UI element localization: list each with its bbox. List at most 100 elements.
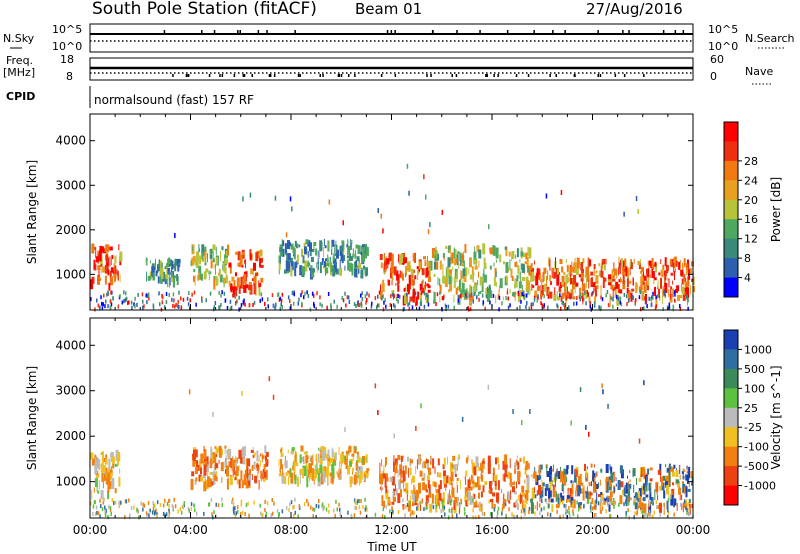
nsearch-bottom-tick: 10^0	[708, 40, 738, 53]
velocity-colorbar-segment	[724, 466, 738, 486]
power-colorbar-segment	[724, 180, 738, 201]
power-colorbar-frame	[723, 121, 739, 298]
nsearch-label: N.Search	[745, 32, 795, 45]
velocity-near-range-echoes	[90, 376, 694, 520]
velocity-colorbar-segment	[724, 446, 738, 467]
velocity-colorbar-tick-label: 1000	[744, 343, 772, 356]
power-colorbar-segment	[724, 277, 738, 298]
velocity-colorbar-tick-label: -25	[744, 421, 762, 434]
power-y-axis-title: Slant Range [km]	[25, 160, 39, 264]
power-near-range-echoes	[90, 163, 689, 312]
power-colorbar-title: Power [dB]	[769, 177, 783, 242]
cpid-label: CPID	[6, 90, 35, 103]
power-colorbar-segment	[724, 199, 738, 220]
velocity-colorbar-tick-label: -500	[744, 460, 769, 473]
power-echoes	[90, 163, 695, 312]
nsky-bottom-tick: 10^0	[52, 40, 82, 53]
x-tick-label: 04:00	[173, 523, 208, 537]
velocity-colorbar-tick-label: -1000	[744, 480, 776, 493]
velocity-echo-region-1	[190, 445, 269, 492]
power-colorbar-tick-label: 20	[744, 194, 758, 207]
velocity-colorbar-segment	[724, 330, 738, 350]
velocity-colorbar-title: Velocity [m s^-1]	[769, 365, 783, 469]
freq-bottom-tick: 8	[66, 70, 73, 83]
velocity-colorbar-segment	[724, 388, 738, 409]
power-colorbar-segment	[724, 219, 738, 240]
velocity-echo-region-0	[90, 449, 121, 500]
power-echo-region-1	[145, 257, 181, 288]
power-colorbar-segment	[724, 160, 738, 181]
velocity-y-axis-title: Slant Range [km]	[25, 366, 39, 470]
power-panel: 1000 2000 3000 4000 Slant Range [km] 4 8 12 16 20…	[25, 113, 783, 312]
power-echo-region-4	[278, 238, 369, 280]
nave-top-tick: 60	[710, 53, 724, 66]
velocity-y-tick-label: 4000	[55, 338, 86, 352]
velocity-colorbar-tick-label: 25	[744, 402, 758, 415]
power-echo-region-2	[190, 244, 230, 290]
velocity-colorbar-tick-label: -100	[744, 441, 769, 454]
power-echo-region-6	[429, 243, 532, 306]
velocity-echo-region-4	[529, 463, 694, 516]
power-colorbar-segment	[724, 141, 738, 162]
power-colorbar-tick-label: 12	[744, 233, 758, 246]
velocity-y-tick-label: 2000	[55, 429, 86, 443]
nsearch-top-tick: 10^5	[708, 23, 738, 36]
velocity-colorbar-segment	[724, 368, 738, 389]
x-tick-label: 00:00	[73, 523, 108, 537]
velocity-colorbar-tick-label: 500	[744, 363, 765, 376]
power-y-tick-label: 4000	[55, 134, 86, 148]
power-colorbar-tick-label: 28	[744, 155, 758, 168]
nave-label: Nave	[745, 65, 773, 78]
velocity-colorbar-segment	[724, 485, 738, 506]
velocity-colorbar-segment	[724, 349, 738, 370]
power-y-tick-label: 2000	[55, 223, 86, 237]
power-colorbar-tick-label: 16	[744, 213, 758, 226]
cpid-text: normalsound (fast) 157 RF	[94, 93, 254, 107]
power-colorbar: 4 8 12 16 20 24 28 Power [dB]	[723, 121, 783, 298]
x-tick-label: 16:00	[475, 523, 510, 537]
velocity-echo-region-3	[379, 454, 530, 515]
figure-title: South Pole Station (fitACF)	[92, 0, 317, 19]
power-colorbar-tick-label: 8	[744, 252, 751, 265]
velocity-panel-frame	[89, 317, 694, 519]
power-echo-region-0	[90, 243, 123, 291]
power-colorbar-segment	[724, 122, 738, 142]
velocity-colorbar: 1000 500 100 25 -25 -100 -500 -1000 Velocity [m …	[723, 329, 783, 506]
x-tick-label: 20:00	[575, 523, 610, 537]
velocity-echo-region-2	[278, 445, 370, 488]
power-echo-region-3	[228, 249, 264, 298]
velocity-colorbar-segment	[724, 407, 738, 428]
power-echo-region-7	[530, 256, 695, 308]
velocity-colorbar-segment	[724, 427, 738, 448]
power-echo-region-5	[379, 252, 431, 306]
nsky-label: N.Sky	[3, 32, 35, 45]
power-y-tick-label: 1000	[55, 267, 86, 281]
x-tick-label: 08:00	[274, 523, 309, 537]
x-tick-label: 12:00	[374, 523, 409, 537]
velocity-echoes	[90, 376, 694, 520]
nave-bottom-tick: 0	[710, 70, 717, 83]
date-label: 27/Aug/2016	[586, 0, 683, 18]
time-axis: 00:00 04:00 08:00 12:00 16:00 20:00 00:00	[73, 523, 711, 537]
x-axis-title: Time UT	[366, 540, 417, 554]
freq-top-tick: 18	[60, 53, 74, 66]
nsky-strip-frame	[89, 23, 694, 53]
nsky-top-tick: 10^5	[52, 23, 82, 36]
freq-label-line1: Freq.	[6, 54, 33, 67]
freq-strip-data	[90, 66, 693, 77]
power-colorbar-segment	[724, 258, 738, 278]
velocity-colorbar-tick-label: 100	[744, 382, 765, 395]
power-colorbar-tick-label: 24	[744, 174, 758, 187]
velocity-y-tick-label: 3000	[55, 384, 86, 398]
x-tick-label: 00:00	[676, 523, 711, 537]
power-colorbar-segment	[724, 238, 738, 259]
velocity-y-tick-label: 1000	[55, 475, 86, 489]
freq-label-line2: [MHz]	[3, 66, 35, 79]
power-y-tick-label: 3000	[55, 178, 86, 192]
nsky-strip-data	[90, 30, 693, 42]
velocity-colorbar-frame	[723, 329, 739, 506]
beam-label: Beam 01	[355, 0, 422, 18]
power-colorbar-tick-label: 4	[744, 272, 751, 285]
